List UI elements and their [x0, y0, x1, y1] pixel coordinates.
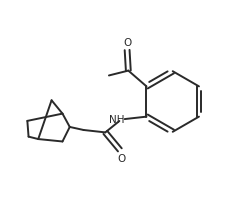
Text: O: O [118, 154, 126, 164]
Text: NH: NH [109, 114, 124, 124]
Text: O: O [123, 38, 131, 48]
